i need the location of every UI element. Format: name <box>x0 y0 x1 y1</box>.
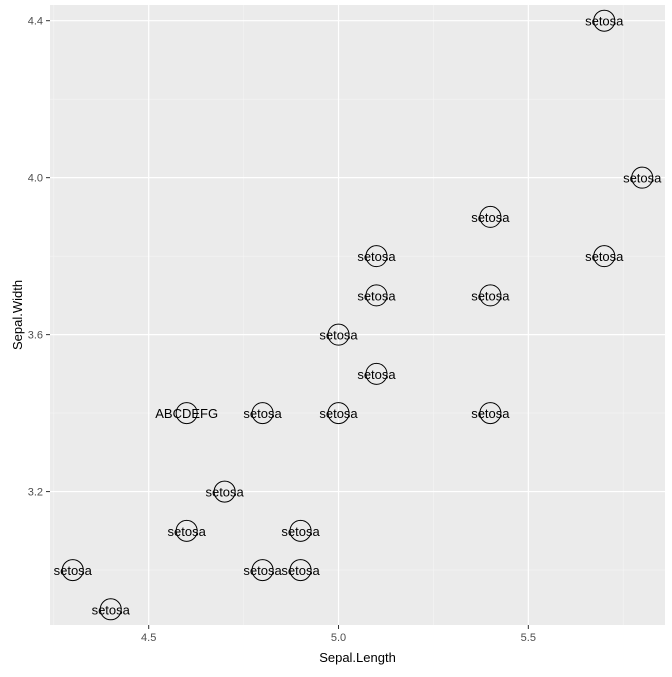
data-point: setosa <box>243 402 283 425</box>
grid-major <box>50 5 665 625</box>
point-label: setosa <box>281 524 320 539</box>
data-point: setosa <box>319 402 358 425</box>
point-label: setosa <box>319 406 358 421</box>
data-point: setosa <box>357 362 396 385</box>
data-point: setosa <box>357 245 396 268</box>
point-label: setosa <box>471 210 510 225</box>
y-tick-label: 3.2 <box>28 487 43 499</box>
data-point: setosa <box>471 284 510 307</box>
x-tick-label: 5.5 <box>521 632 536 644</box>
point-label: setosa <box>357 367 396 382</box>
data-point: setosa <box>281 519 320 542</box>
point-marker <box>327 323 350 346</box>
data-point: setosa <box>585 245 624 268</box>
plot-panel <box>50 5 665 625</box>
point-marker <box>593 9 616 32</box>
y-axis-title: Sepal.Width <box>10 280 25 350</box>
point-label: setosa <box>243 563 282 578</box>
point-label: setosa <box>357 249 396 264</box>
data-point: setosa <box>54 559 93 582</box>
point-label: setosa <box>319 328 358 343</box>
data-point: setosa <box>243 559 283 582</box>
point-marker <box>289 559 312 582</box>
data-point: setosa <box>281 559 320 582</box>
point-label: setosa <box>471 288 510 303</box>
point-label: setosa <box>243 406 282 421</box>
x-axis: 4.5 5.0 5.5 <box>141 625 536 644</box>
data-point: ABCDEFG <box>155 402 218 425</box>
point-label: setosa <box>585 14 624 29</box>
data-point: setosa <box>471 205 510 228</box>
point-marker <box>99 598 122 621</box>
point-label: setosa <box>585 249 624 264</box>
data-point: setosa <box>471 402 510 425</box>
data-point: setosa <box>92 598 131 621</box>
point-label: setosa <box>623 171 662 186</box>
point-marker <box>289 519 312 542</box>
x-axis-title: Sepal.Length <box>319 650 396 665</box>
point-label: setosa <box>168 524 207 539</box>
y-axis: 3.2 3.6 4.0 4.4 <box>28 16 50 499</box>
x-tick-label: 5.0 <box>331 632 346 644</box>
point-label: setosa <box>357 288 396 303</box>
data-point: setosa <box>319 323 358 346</box>
y-tick-label: 4.4 <box>28 16 43 28</box>
point-marker <box>365 284 388 307</box>
point-marker <box>61 559 84 582</box>
point-label: setosa <box>281 563 320 578</box>
point-label: setosa <box>205 485 244 500</box>
data-point: setosa <box>205 480 245 503</box>
point-label: setosa <box>92 602 131 617</box>
data-point: setosa <box>623 166 662 189</box>
point-label: setosa <box>471 406 510 421</box>
x-tick-label: 4.5 <box>141 632 156 644</box>
data-point: setosa <box>357 284 396 307</box>
grid-minor <box>50 5 665 625</box>
data-point: setosa <box>585 9 624 32</box>
y-tick-label: 3.6 <box>28 330 43 342</box>
point-marker <box>251 402 274 425</box>
point-marker <box>479 284 502 307</box>
point-marker <box>479 402 502 425</box>
point-marker <box>175 402 198 425</box>
point-marker <box>251 559 274 582</box>
point-marker <box>175 519 198 542</box>
point-label: setosa <box>54 563 93 578</box>
point-marker <box>327 402 350 425</box>
point-marker <box>631 166 654 189</box>
point-marker <box>365 245 388 268</box>
y-tick-label: 4.0 <box>28 173 43 185</box>
point-marker <box>365 362 388 385</box>
data-point: setosa <box>168 519 207 542</box>
point-marker <box>593 245 616 268</box>
point-marker <box>479 205 502 228</box>
point-label: ABCDEFG <box>155 406 218 421</box>
point-marker <box>213 480 236 503</box>
